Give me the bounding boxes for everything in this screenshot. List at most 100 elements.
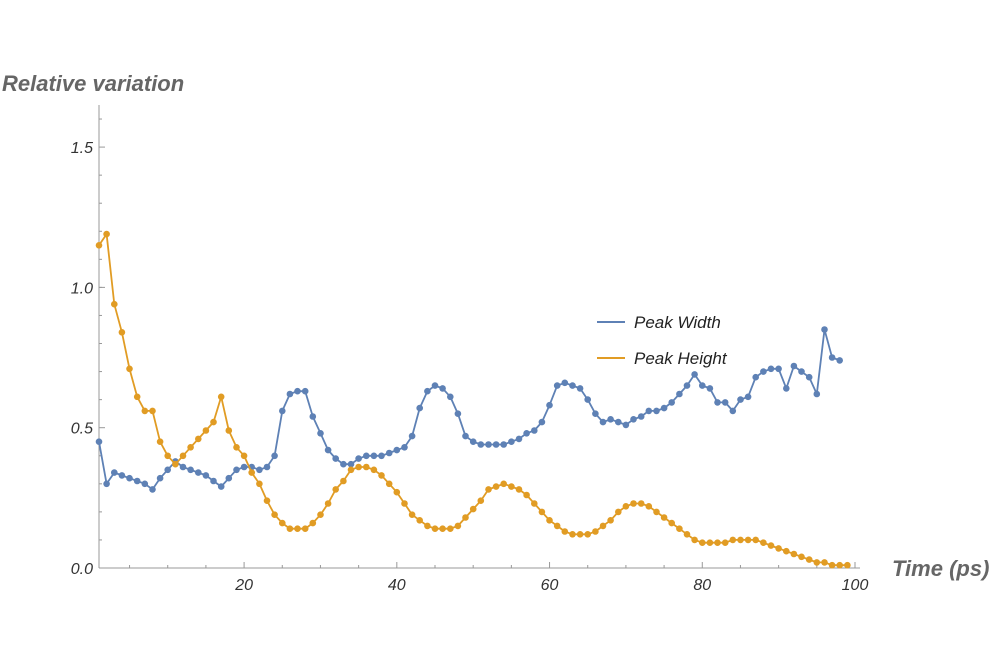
data-point-peak-width	[95, 438, 103, 446]
data-point-peak-height	[790, 550, 798, 558]
data-point-peak-width	[836, 357, 843, 364]
data-point-peak-width	[103, 480, 110, 488]
data-point-peak-height	[317, 511, 324, 518]
data-point-peak-height	[141, 407, 149, 415]
data-point-peak-width	[645, 407, 653, 415]
data-point-peak-width	[179, 463, 187, 471]
data-point-peak-height	[210, 418, 217, 426]
data-point-peak-height	[187, 444, 194, 451]
data-point-peak-height	[393, 488, 401, 496]
data-point-peak-width	[668, 399, 675, 406]
data-point-peak-height	[798, 553, 805, 561]
data-point-peak-width	[607, 416, 614, 423]
data-point-peak-height	[256, 480, 263, 488]
data-point-peak-height	[332, 486, 340, 493]
data-point-peak-width	[599, 418, 607, 426]
x-tick-label: 20	[234, 577, 253, 594]
data-point-peak-height	[95, 242, 103, 249]
data-point-peak-width	[462, 432, 469, 440]
data-point-peak-width	[401, 444, 408, 451]
data-point-peak-width	[363, 452, 370, 460]
data-point-peak-width	[615, 418, 622, 426]
data-point-peak-height	[309, 519, 317, 527]
x-tick-label: 40	[388, 577, 406, 594]
data-point-peak-height	[744, 536, 752, 544]
data-point-peak-width	[393, 446, 401, 454]
data-point-peak-height	[172, 460, 179, 468]
data-point-peak-height	[592, 528, 599, 535]
data-point-peak-width	[126, 474, 133, 482]
data-point-peak-height	[133, 393, 141, 401]
y-ticks: 0.0 0.5 1.0 1.5	[71, 118, 105, 578]
data-point-peak-width	[714, 399, 721, 406]
y-tick-label: 0.0	[71, 561, 93, 578]
data-point-peak-width	[592, 410, 599, 418]
data-point-peak-height	[217, 393, 225, 401]
data-point-peak-height	[821, 559, 828, 566]
data-point-peak-width	[454, 410, 462, 418]
data-point-peak-height	[508, 483, 515, 490]
data-point-peak-height	[416, 517, 424, 524]
data-point-peak-width	[271, 452, 278, 460]
data-point-peak-width	[653, 407, 660, 415]
data-point-peak-height	[340, 477, 347, 485]
data-point-peak-width	[469, 438, 477, 446]
data-point-peak-width	[309, 413, 317, 420]
data-point-peak-width	[676, 390, 683, 398]
legend-label-peak-width: Peak Width	[634, 313, 721, 332]
data-point-peak-height	[164, 452, 171, 460]
data-point-peak-width	[118, 472, 126, 479]
data-point-peak-width	[141, 480, 149, 488]
data-point-peak-height	[179, 452, 187, 460]
data-point-peak-width	[195, 469, 202, 476]
data-point-peak-height	[813, 559, 821, 566]
legend-label-peak-height: Peak Height	[634, 349, 728, 368]
data-point-peak-height	[149, 407, 156, 415]
data-point-peak-height	[469, 505, 477, 513]
data-point-peak-height	[653, 508, 660, 516]
data-point-peak-width	[569, 382, 576, 389]
data-point-peak-height	[584, 531, 591, 538]
data-point-peak-width	[240, 463, 248, 471]
data-point-peak-width	[256, 466, 263, 474]
data-point-peak-width	[355, 455, 362, 462]
data-point-peak-width	[324, 446, 332, 454]
data-point-peak-width	[210, 477, 217, 485]
data-point-peak-width	[301, 387, 309, 395]
data-point-peak-width	[576, 385, 584, 392]
series-peak-height	[95, 230, 851, 569]
data-point-peak-width	[149, 486, 156, 493]
data-point-peak-height	[447, 525, 454, 532]
data-point-peak-height	[301, 525, 309, 532]
series-layer	[95, 230, 851, 569]
data-point-peak-width	[263, 463, 271, 471]
y-tick-label: 0.5	[71, 421, 93, 438]
data-point-peak-height	[660, 514, 668, 521]
data-point-peak-width	[790, 362, 798, 370]
data-point-peak-width	[378, 452, 385, 460]
data-point-peak-height	[156, 438, 164, 446]
data-point-peak-height	[714, 539, 721, 546]
data-point-peak-height	[385, 480, 393, 488]
data-point-peak-width	[630, 416, 637, 423]
data-point-peak-height	[622, 503, 630, 510]
series-line-peak-width	[98, 328, 841, 491]
legend: Peak Width Peak Height	[597, 313, 728, 368]
data-point-peak-width	[767, 365, 775, 373]
data-point-peak-width	[111, 469, 118, 476]
data-point-peak-height	[279, 519, 286, 527]
x-axis-title: Time (ps)	[892, 556, 989, 581]
data-point-peak-height	[515, 486, 523, 493]
data-point-peak-width	[515, 435, 523, 443]
data-point-peak-height	[263, 497, 271, 505]
data-point-peak-width	[500, 441, 508, 448]
data-point-peak-width	[813, 390, 821, 398]
data-point-peak-width	[492, 441, 500, 448]
data-point-peak-height	[630, 500, 637, 507]
data-point-peak-height	[637, 500, 645, 507]
data-point-peak-height	[561, 528, 569, 535]
data-point-peak-width	[760, 368, 767, 375]
data-point-peak-height	[286, 525, 294, 532]
data-point-peak-height	[195, 435, 202, 443]
data-point-peak-width	[729, 407, 737, 415]
